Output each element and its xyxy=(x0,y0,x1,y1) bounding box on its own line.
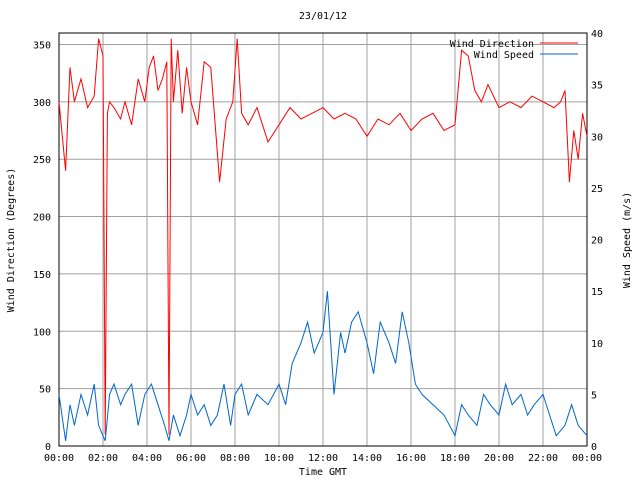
series-line-wind-speed xyxy=(58,291,588,441)
y-tick-label-right: 30 xyxy=(591,132,603,143)
x-tick-label: 18:00 xyxy=(440,453,470,464)
x-tick-label: 12:00 xyxy=(308,453,338,464)
y-tick-label-right: 35 xyxy=(591,81,603,92)
x-tick-label: 20:00 xyxy=(484,453,514,464)
y-tick-label-right: 25 xyxy=(591,184,603,195)
x-tick-label: 08:00 xyxy=(220,453,250,464)
x-tick-label: 02:00 xyxy=(88,453,118,464)
y-tick-label-left: 0 xyxy=(45,442,51,453)
series-layer xyxy=(58,38,588,441)
y-axis-label-right: Wind Speed (m/s) xyxy=(622,192,633,288)
grid-lines xyxy=(58,33,588,447)
y-tick-label-right: 15 xyxy=(591,287,603,298)
x-tick-label: 22:00 xyxy=(528,453,558,464)
x-tick-label: 06:00 xyxy=(176,453,206,464)
legend-label-wind-direction: Wind Direction xyxy=(450,39,534,50)
legend: Wind Direction Wind Speed xyxy=(450,39,578,61)
x-axis-label: Time GMT xyxy=(299,467,347,478)
y-axis-label-left: Wind Direction (Degrees) xyxy=(6,168,17,313)
y-tick-label-left: 150 xyxy=(33,270,51,281)
y-tick-label-right: 0 xyxy=(591,442,597,453)
y-tick-label-left: 200 xyxy=(33,213,51,224)
x-tick-label: 16:00 xyxy=(396,453,426,464)
legend-label-wind-speed: Wind Speed xyxy=(474,50,534,61)
y-tick-label-left: 100 xyxy=(33,327,51,338)
x-tick-label: 00:00 xyxy=(572,453,602,464)
y-tick-label-right: 5 xyxy=(591,390,597,401)
chart-title: 23/01/12 xyxy=(299,11,347,22)
y-tick-label-left: 50 xyxy=(39,385,51,396)
x-tick-label: 10:00 xyxy=(264,453,294,464)
y-tick-label-right: 20 xyxy=(591,236,603,247)
y-tick-label-right: 10 xyxy=(591,339,603,350)
x-tick-label: 04:00 xyxy=(132,453,162,464)
y-tick-label-right: 40 xyxy=(591,29,603,40)
y-tick-label-left: 300 xyxy=(33,98,51,109)
y-tick-label-left: 350 xyxy=(33,40,51,51)
axis-ticks: 00:00 02:00 04:00 06:00 08:00 10:00 12:00 14:00… xyxy=(33,29,603,464)
x-tick-label: 14:00 xyxy=(352,453,382,464)
series-line-wind-direction xyxy=(58,38,588,435)
x-tick-label: 00:00 xyxy=(44,453,74,464)
y-tick-label-left: 250 xyxy=(33,155,51,166)
plot-frame xyxy=(58,32,588,447)
